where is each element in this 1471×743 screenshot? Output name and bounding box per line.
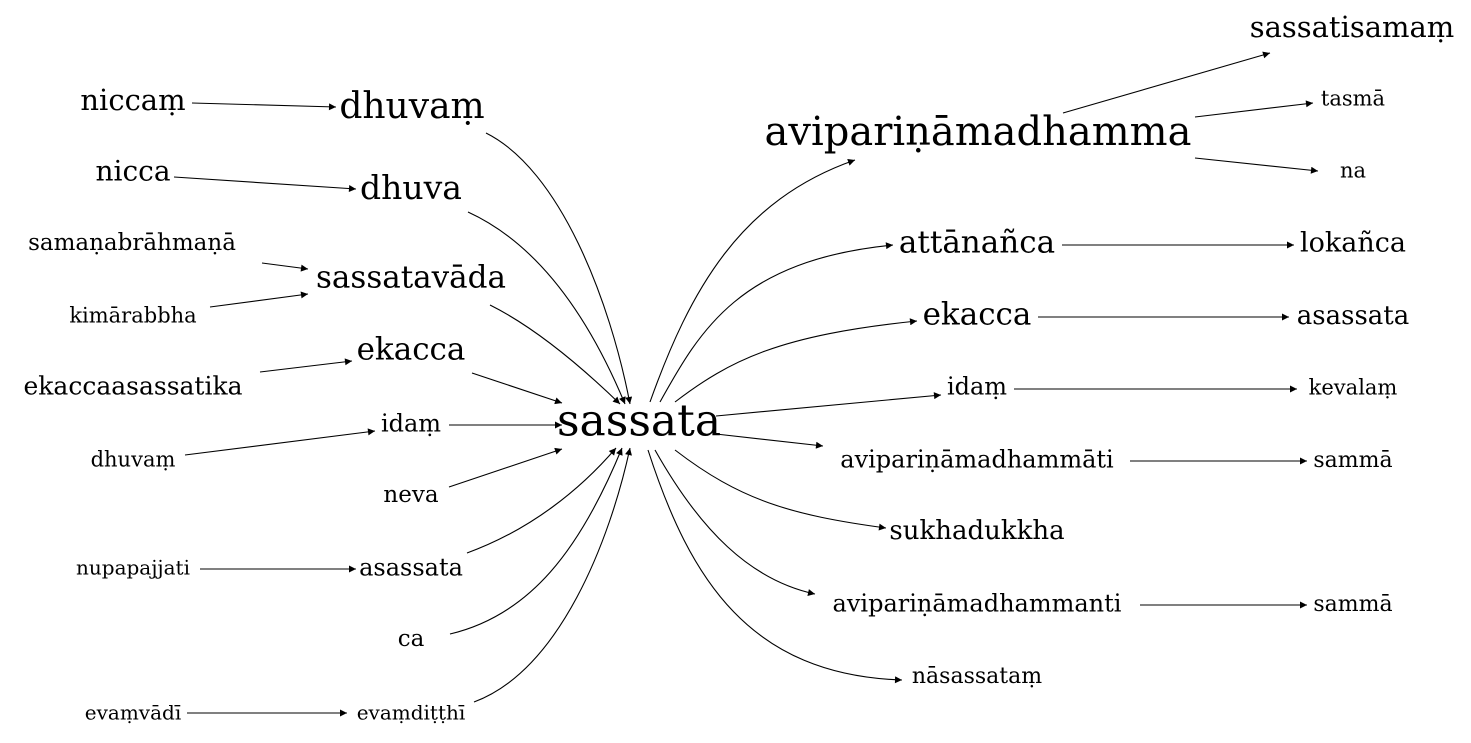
node-niccam: niccaṃ	[80, 83, 185, 117]
edge-nicca-dhuva	[173, 176, 357, 193]
node-samma-1: sammā	[1313, 448, 1392, 473]
node-samanabrahmana: samaṇabrāhmaṇā	[28, 230, 236, 256]
edge-ekaccaasassatika-ekacca	[259, 358, 353, 373]
node-aviparinamadhammanti: avipariṇāmadhammanti	[833, 590, 1122, 618]
node-neva: neva	[383, 482, 438, 508]
node-kimarabbha: kimārabbha	[69, 304, 196, 328]
node-ekaccaasassatika: ekaccaasassatika	[23, 372, 242, 401]
edge-ekacca-sassata	[471, 372, 563, 405]
edge-sassata-idam-right	[715, 392, 942, 417]
edge-niccam-dhuvam	[191, 102, 337, 111]
edge-samana-sassatavada	[261, 262, 309, 272]
edge-sassata-aviparinamadhamma	[649, 158, 856, 403]
edge-sassata-aviparinamadhammanti	[654, 449, 816, 596]
edge-neva-sassata	[448, 447, 563, 488]
edge-sassata-attananca	[659, 242, 894, 403]
node-sassatisamam: sassatisamaṃ	[1250, 10, 1455, 44]
node-lokanca: lokañca	[1300, 228, 1406, 259]
node-tasma: tasmā	[1321, 87, 1385, 111]
edge-ca-sassata	[449, 447, 623, 635]
edge-aviparinama-na	[1194, 157, 1319, 174]
edge-dhuva-sassata	[467, 211, 626, 405]
node-aviparinamadhamma: avipariṇāmadhamma	[765, 109, 1192, 155]
node-kevalam: kevalaṃ	[1309, 376, 1398, 400]
node-dhuvam: dhuvaṃ	[339, 86, 484, 127]
node-asassata-right: asassata	[1297, 301, 1409, 331]
node-evamvadi: evaṃvādī	[85, 701, 181, 725]
node-dhuva: dhuva	[360, 168, 462, 207]
edge-evamditthi-sassata	[473, 447, 632, 703]
node-evamditthi: evaṃdiṭṭhī	[357, 701, 466, 725]
edge-sassata-nasassatam	[647, 449, 903, 684]
node-nicca: nicca	[95, 155, 170, 188]
node-attananca: attānañca	[899, 225, 1055, 261]
node-ekacca-right: ekacca	[923, 297, 1032, 333]
edge-asassata-sassata	[466, 447, 617, 554]
edge-aviparinama-tasma	[1194, 100, 1314, 118]
edge-sassata-aviparinamadhammati	[715, 433, 824, 449]
node-samma-2: sammā	[1313, 592, 1392, 617]
edge-sassata-sukhadukkha	[674, 449, 887, 531]
edge-dhuvam2-idam	[184, 428, 376, 456]
node-na: na	[1340, 159, 1366, 183]
edge-aviparinama-sassatisamam	[1062, 51, 1271, 114]
node-sassatavada: sassatavāda	[316, 260, 506, 296]
node-nupapajjati: nupapajjati	[76, 556, 190, 580]
node-ekacca-left: ekacca	[357, 332, 466, 368]
edge-dhuvam-sassata	[485, 132, 633, 405]
node-asassata-left: asassata	[359, 554, 463, 582]
edge-sassatavada-sassata	[489, 304, 621, 405]
node-nasassatam: nāsassataṃ	[912, 664, 1042, 689]
node-sassata: sassata	[557, 396, 721, 447]
node-dhuvam-source: dhuvaṃ	[91, 448, 176, 472]
node-aviparinamadhammati: avipariṇāmadhammāti	[840, 446, 1114, 474]
edge-kimarabbha-sassatavada	[209, 291, 309, 308]
node-sukhadukkha: sukhadukkha	[889, 516, 1064, 546]
edge-sassata-ekacca-right	[674, 318, 918, 403]
node-idam-right: idaṃ	[947, 373, 1007, 401]
node-ca: ca	[398, 626, 425, 652]
node-idam-left: idaṃ	[381, 410, 441, 438]
